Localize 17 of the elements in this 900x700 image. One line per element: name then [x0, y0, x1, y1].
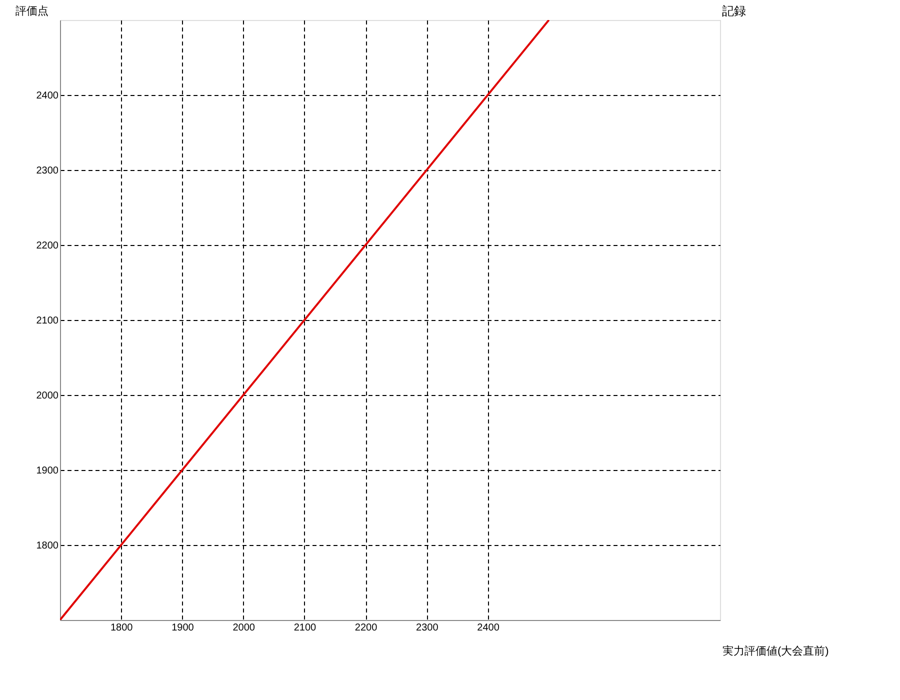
y-tick-label: 2000 [36, 390, 59, 402]
y-tick-label: 2300 [36, 166, 59, 176]
y-tick-label: 2100 [36, 316, 59, 326]
x-tick-label: 2100 [294, 622, 317, 634]
x-tick-label: 2300 [416, 622, 439, 634]
x-tick-label: 2400 [477, 622, 500, 634]
text: 記録 [722, 4, 746, 18]
x-tick-label: 2200 [354, 622, 378, 634]
x-tick-label: 2000 [232, 622, 256, 634]
x-tick-label: 1900 [172, 622, 194, 634]
y-tick-label: 1800 [36, 540, 59, 552]
y-tick-label: 1900 [36, 466, 59, 476]
y-tick-label: 2200 [36, 240, 59, 252]
y-axis-title: 評価点 [16, 4, 48, 18]
x-tick-label: 1800 [110, 622, 134, 634]
x-axis-title: 実力評価値(大会直前) [722, 644, 829, 658]
y-tick-label: 2400 [36, 90, 59, 102]
